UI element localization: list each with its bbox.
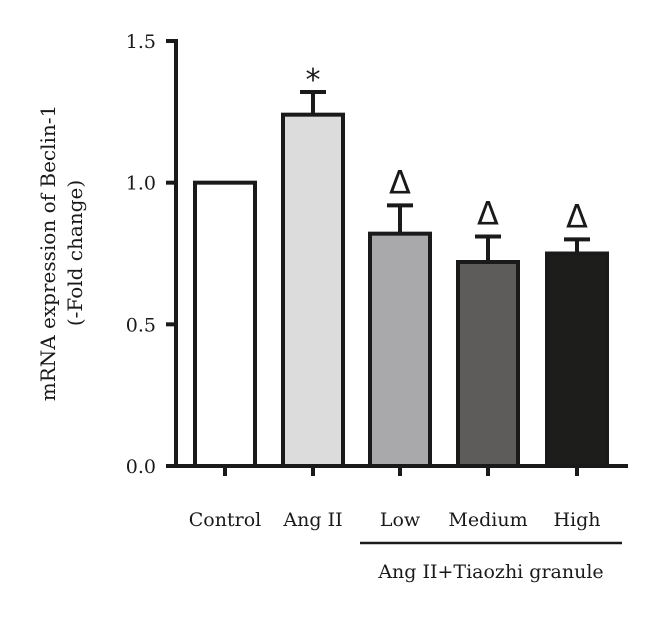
significance-delta: Δ: [477, 195, 499, 233]
category-label: Low: [380, 509, 421, 531]
bar-ang-ii: [281, 112, 345, 469]
y-tick-label: 1.0: [126, 173, 156, 195]
bar-medium: [456, 260, 520, 468]
category-label: Control: [189, 509, 261, 531]
group-label: Ang II+Tiaozhi granule: [377, 561, 603, 583]
y-axis-title: mRNA expression of Beclin-1: [36, 105, 60, 402]
labels: Control Ang II * Low Δ Medium Δ High Δ Ang II+Tia…: [36, 63, 622, 583]
bar-high: [545, 251, 609, 468]
y-axis-title: (-Fold change): [63, 180, 87, 326]
significance-delta: Δ: [389, 163, 411, 201]
category-label: Ang II: [282, 509, 342, 531]
y-tick-label: 0.5: [126, 314, 156, 336]
y-tick-label: 1.5: [126, 31, 156, 53]
significance-delta: Δ: [566, 197, 588, 235]
category-label: High: [553, 509, 600, 531]
y-tick-label: 0.0: [126, 456, 156, 478]
bars: [193, 90, 609, 469]
category-label: Medium: [448, 509, 527, 531]
significance-star: *: [306, 63, 321, 98]
y-axis: 0.0 0.5 1.0 1.5: [126, 31, 178, 478]
bar-control: [193, 180, 257, 469]
bar-low: [368, 231, 432, 468]
